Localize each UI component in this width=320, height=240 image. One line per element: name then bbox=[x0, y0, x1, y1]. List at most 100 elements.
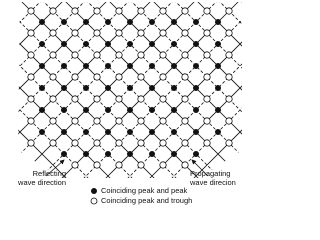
peak-trough-circle bbox=[159, 29, 167, 37]
peak-trough-circle bbox=[71, 139, 79, 147]
peak-trough-circle bbox=[115, 51, 123, 59]
peak-peak-dot bbox=[83, 85, 89, 91]
peak-peak-dot bbox=[83, 19, 89, 25]
peak-trough-circle bbox=[93, 161, 101, 169]
peak-trough-circle bbox=[181, 117, 189, 125]
peak-trough-circle bbox=[181, 29, 189, 37]
peak-peak-dot bbox=[61, 41, 67, 47]
peak-peak-dot bbox=[83, 41, 89, 47]
propagating-label: Propagating bbox=[190, 169, 230, 178]
peak-peak-dot bbox=[215, 63, 221, 69]
peak-trough-circle bbox=[225, 117, 233, 125]
peak-trough-circle bbox=[115, 139, 123, 147]
wave-line bbox=[18, 2, 23, 178]
peak-trough-circle bbox=[203, 73, 211, 81]
peak-trough-circle bbox=[225, 139, 233, 147]
peak-trough-circle bbox=[115, 73, 123, 81]
peak-peak-dot bbox=[61, 129, 67, 135]
peak-trough-circle bbox=[27, 7, 35, 15]
peak-peak-dot bbox=[127, 41, 133, 47]
wave-line bbox=[18, 2, 133, 178]
peak-peak-dot bbox=[105, 129, 111, 135]
peak-peak-dot bbox=[127, 63, 133, 69]
wave-line bbox=[18, 2, 175, 178]
peak-trough-circle bbox=[181, 73, 189, 81]
reflecting-label: wave direction bbox=[17, 178, 66, 187]
peak-trough-circle bbox=[181, 7, 189, 15]
peak-peak-dot bbox=[149, 107, 155, 113]
peak-trough-circle bbox=[159, 7, 167, 15]
peak-trough-circle bbox=[181, 51, 189, 59]
peak-peak-dot bbox=[61, 85, 67, 91]
peak-trough-circle bbox=[203, 95, 211, 103]
peak-trough-circle bbox=[49, 51, 57, 59]
peak-peak-dot bbox=[215, 85, 221, 91]
peak-peak-dot bbox=[39, 85, 45, 91]
peak-trough-circle bbox=[225, 73, 233, 81]
legend-open-circle bbox=[90, 197, 98, 205]
peak-trough-circle bbox=[181, 161, 189, 169]
peak-trough-circle bbox=[71, 51, 79, 59]
peak-trough-circle bbox=[71, 117, 79, 125]
peak-trough-circle bbox=[225, 95, 233, 103]
peak-trough-circle bbox=[181, 95, 189, 103]
peak-peak-dot bbox=[149, 85, 155, 91]
peak-peak-dot bbox=[193, 63, 199, 69]
peak-peak-dot bbox=[171, 107, 177, 113]
peak-trough-circle bbox=[181, 139, 189, 147]
peak-trough-circle bbox=[93, 7, 101, 15]
peak-trough-circle bbox=[115, 95, 123, 103]
wave-line bbox=[237, 2, 242, 178]
peak-peak-dot bbox=[215, 19, 221, 25]
peak-trough-circle bbox=[137, 7, 145, 15]
peak-trough-circle bbox=[225, 51, 233, 59]
peak-trough-circle bbox=[93, 117, 101, 125]
peak-trough-circle bbox=[137, 73, 145, 81]
peak-peak-dot bbox=[105, 85, 111, 91]
peak-trough-circle bbox=[27, 29, 35, 37]
wave-line bbox=[18, 2, 177, 178]
peak-trough-circle bbox=[71, 161, 79, 169]
peak-trough-circle bbox=[93, 29, 101, 37]
peak-peak-dot bbox=[105, 63, 111, 69]
reflecting-arrow bbox=[45, 159, 65, 177]
peak-peak-dot bbox=[39, 19, 45, 25]
peak-trough-circle bbox=[137, 95, 145, 103]
peak-peak-dot bbox=[193, 151, 199, 157]
peak-trough-circle bbox=[159, 139, 167, 147]
peak-peak-dot bbox=[193, 19, 199, 25]
peak-peak-dot bbox=[149, 129, 155, 135]
peak-trough-circle bbox=[49, 7, 57, 15]
peak-peak-dot bbox=[171, 129, 177, 135]
peak-trough-circle bbox=[27, 73, 35, 81]
peak-trough-circle bbox=[137, 29, 145, 37]
peak-trough-circle bbox=[93, 73, 101, 81]
peak-trough-circle bbox=[203, 117, 211, 125]
peak-peak-dot bbox=[171, 63, 177, 69]
peak-trough-circle bbox=[159, 51, 167, 59]
peak-trough-circle bbox=[115, 117, 123, 125]
reflecting-label: Reflecting bbox=[33, 169, 66, 178]
peak-trough-circle bbox=[27, 117, 35, 125]
peak-peak-dot bbox=[171, 151, 177, 157]
wave-line bbox=[171, 2, 242, 178]
peak-peak-dot bbox=[171, 41, 177, 47]
peak-peak-dot bbox=[83, 129, 89, 135]
peak-trough-circle bbox=[49, 73, 57, 81]
peak-peak-dot bbox=[171, 85, 177, 91]
peak-trough-circle bbox=[159, 73, 167, 81]
peak-trough-circle bbox=[71, 95, 79, 103]
peak-peak-dot bbox=[83, 63, 89, 69]
peak-peak-dot bbox=[215, 129, 221, 135]
peak-peak-dot bbox=[171, 19, 177, 25]
peak-trough-circle bbox=[203, 139, 211, 147]
peak-peak-dot bbox=[193, 107, 199, 113]
peak-peak-dot bbox=[193, 41, 199, 47]
peak-trough-circle bbox=[27, 95, 35, 103]
peak-peak-dot bbox=[149, 19, 155, 25]
peak-trough-circle bbox=[71, 7, 79, 15]
peak-peak-dot bbox=[83, 107, 89, 113]
wave-line bbox=[105, 2, 242, 178]
peak-trough-circle bbox=[115, 29, 123, 37]
intersection-markers bbox=[27, 7, 233, 169]
